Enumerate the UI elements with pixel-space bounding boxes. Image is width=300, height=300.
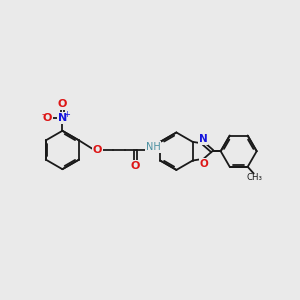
Text: O: O: [131, 161, 140, 171]
Text: -: -: [42, 110, 45, 119]
Text: N: N: [199, 134, 207, 144]
Text: O: O: [92, 145, 102, 155]
Text: +: +: [63, 110, 70, 119]
Text: NH: NH: [146, 142, 160, 152]
Text: CH₃: CH₃: [247, 172, 263, 182]
Text: O: O: [58, 99, 67, 110]
Text: O: O: [43, 113, 52, 123]
Text: O: O: [200, 159, 209, 169]
Text: N: N: [58, 113, 67, 123]
